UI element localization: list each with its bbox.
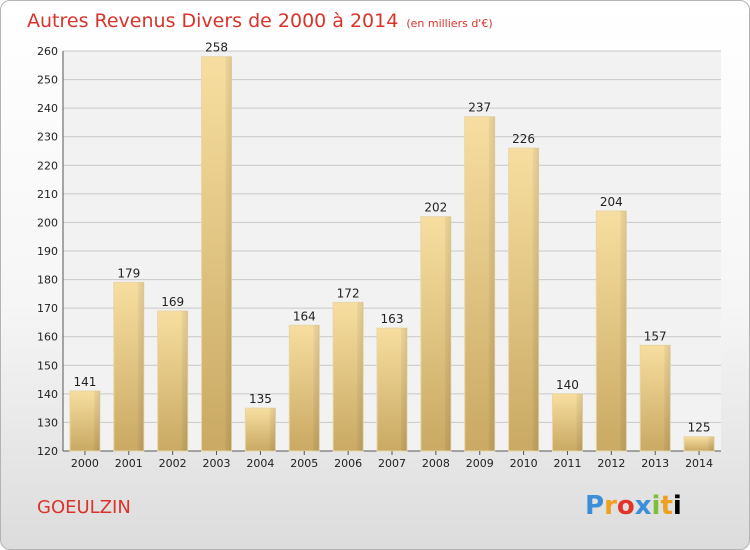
x-tick-label: 2001 (115, 457, 143, 470)
bar-value-label: 237 (468, 101, 491, 115)
x-tick-label: 2008 (422, 457, 450, 470)
bar-value-label: 204 (600, 195, 623, 209)
chart-title-text: Autres Revenus Divers de 2000 à 2014 (27, 10, 399, 32)
x-tick-label: 2000 (71, 457, 99, 470)
logo-letter: r (604, 491, 617, 521)
bar-shade (444, 216, 451, 451)
bar-shade (620, 211, 627, 451)
y-tick-label: 160 (37, 331, 58, 344)
x-tick-label: 2002 (159, 457, 187, 470)
x-tick-label: 2009 (466, 457, 494, 470)
bar-value-label: 226 (512, 132, 535, 146)
x-tick-label: 2006 (334, 457, 362, 470)
bar-value-label: 135 (249, 392, 272, 406)
bar-value-label: 140 (556, 378, 579, 392)
y-tick-label: 220 (37, 159, 58, 172)
y-tick-label: 140 (37, 388, 58, 401)
bar-value-label: 164 (293, 309, 316, 323)
y-tick-label: 200 (37, 216, 58, 229)
y-tick-label: 170 (37, 302, 58, 315)
y-tick-label: 150 (37, 359, 58, 372)
bar-value-label: 163 (381, 312, 404, 326)
x-tick-label: 2012 (597, 457, 625, 470)
bar-value-label: 258 (205, 41, 228, 55)
bar-shade (137, 282, 144, 451)
bar-value-label: 169 (161, 295, 184, 309)
chart-subtitle: (en milliers d'€) (406, 17, 493, 30)
logo-letter: o (616, 491, 635, 521)
bar-shade (181, 311, 188, 451)
y-tick-label: 260 (37, 45, 58, 58)
y-tick-label: 180 (37, 274, 58, 287)
commune-name: GOEULZIN (37, 497, 131, 518)
logo-letter: x (634, 491, 652, 521)
chart-title: Autres Revenus Divers de 2000 à 2014 (en … (27, 10, 493, 32)
bar-value-label: 179 (117, 266, 140, 280)
x-tick-label: 2005 (290, 457, 318, 470)
bar-shade (93, 391, 100, 451)
bar-shade (313, 325, 320, 451)
proxiti-logo: Proxiti (585, 491, 682, 521)
bar-value-label: 172 (337, 286, 360, 300)
y-tick-label: 120 (37, 445, 58, 458)
bar-value-label: 125 (688, 421, 711, 435)
x-tick-label: 2011 (553, 457, 581, 470)
y-tick-label: 230 (37, 131, 58, 144)
y-tick-label: 250 (37, 74, 58, 87)
x-tick-label: 2010 (510, 457, 538, 470)
bar-shade (708, 436, 715, 451)
y-tick-label: 240 (37, 102, 58, 115)
logo-letter: i (651, 491, 661, 521)
bar-value-label: 202 (424, 201, 447, 215)
logo-letter: t (660, 491, 673, 521)
x-tick-label: 2007 (378, 457, 406, 470)
bar-value-label: 141 (73, 375, 96, 389)
bar-shade (532, 148, 539, 451)
bar-shade (225, 56, 232, 451)
x-tick-label: 2013 (641, 457, 669, 470)
y-tick-label: 210 (37, 188, 58, 201)
bar-shade (664, 345, 671, 451)
x-tick-label: 2004 (246, 457, 274, 470)
bar-shade (357, 302, 364, 451)
logo-letter: P (585, 491, 605, 521)
bar-shade (576, 393, 583, 451)
bar-shade (488, 116, 495, 451)
bar-chart: 120 130 140 150 160 170 180 190 200 210 220 230 240 2… (37, 41, 721, 470)
logo-letter: i (672, 491, 682, 521)
y-tick-label: 130 (37, 416, 58, 429)
x-tick-label: 2003 (203, 457, 231, 470)
y-tick-label: 190 (37, 245, 58, 258)
bar-shade (269, 408, 276, 451)
bar-value-label: 157 (644, 329, 667, 343)
bar-shade (401, 328, 407, 451)
x-tick-label: 2014 (685, 457, 713, 470)
